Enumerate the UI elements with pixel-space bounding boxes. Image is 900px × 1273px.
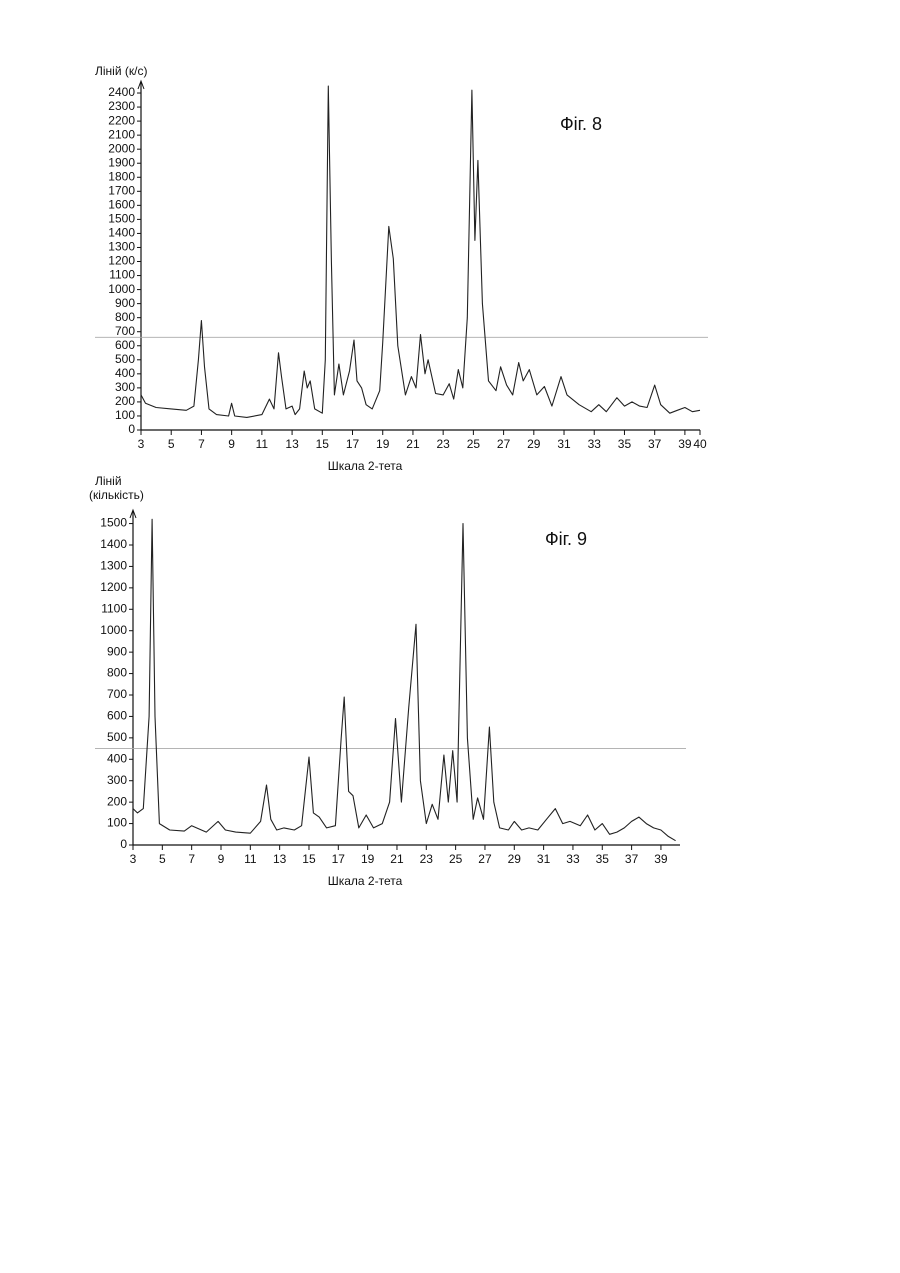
y-tick-label: 200 <box>115 394 135 408</box>
x-tick-label: 13 <box>285 437 299 451</box>
y-tick-label: 800 <box>115 310 135 324</box>
y-tick-label: 1300 <box>108 240 135 254</box>
x-tick-label: 39 <box>678 437 692 451</box>
y-tick-label: 700 <box>107 687 127 701</box>
x-tick-label: 31 <box>557 437 571 451</box>
y-tick-label: 100 <box>115 408 135 422</box>
y-tick-label: 400 <box>115 366 135 380</box>
x-tick-label: 5 <box>159 852 166 866</box>
x-tick-label: 9 <box>228 437 235 451</box>
y-tick-label: 700 <box>115 324 135 338</box>
y-tick-label: 300 <box>115 380 135 394</box>
y-tick-label: 1300 <box>100 559 127 573</box>
x-tick-label: 11 <box>244 852 257 866</box>
x-tick-label: 15 <box>316 437 330 451</box>
y-tick-label: 1900 <box>108 155 135 169</box>
x-tick-label: 39 <box>654 852 668 866</box>
y-tick-label: 0 <box>128 422 135 436</box>
y-tick-label: 900 <box>115 296 135 310</box>
page: Фіг. 8Ліній (к/с)Шкала 2-тета01002003004… <box>0 0 900 1273</box>
y-tick-label: 600 <box>115 338 135 352</box>
x-tick-label: 23 <box>420 852 434 866</box>
x-axis-label: Шкала 2-тета <box>328 874 403 888</box>
x-tick-label: 17 <box>332 852 346 866</box>
y-tick-label: 900 <box>107 644 127 658</box>
y-tick-label: 1500 <box>100 516 127 530</box>
x-tick-label: 19 <box>361 852 375 866</box>
y-tick-label: 1200 <box>100 580 127 594</box>
y-tick-label: 1700 <box>108 183 135 197</box>
x-tick-label: 37 <box>648 437 662 451</box>
y-axis-label: Ліній (к/с) <box>95 64 147 78</box>
x-tick-label: 3 <box>130 852 137 866</box>
y-tick-label: 300 <box>107 773 127 787</box>
x-tick-label: 11 <box>256 437 269 451</box>
x-tick-label: 15 <box>302 852 316 866</box>
x-tick-label: 23 <box>436 437 450 451</box>
y-tick-label: 1000 <box>108 282 135 296</box>
y-tick-label: 0 <box>120 837 127 851</box>
x-tick-label: 35 <box>618 437 632 451</box>
y-tick-label: 200 <box>107 794 127 808</box>
x-tick-label: 40 <box>693 437 707 451</box>
y-tick-label: 2400 <box>108 85 135 99</box>
x-tick-label: 3 <box>138 437 145 451</box>
x-tick-label: 33 <box>588 437 602 451</box>
y-tick-label: 1500 <box>108 212 135 226</box>
pattern-line <box>133 519 676 840</box>
y-tick-label: 500 <box>115 352 135 366</box>
x-tick-label: 37 <box>625 852 639 866</box>
x-tick-label: 17 <box>346 437 360 451</box>
x-tick-label: 35 <box>596 852 610 866</box>
x-tick-label: 27 <box>478 852 492 866</box>
y-tick-label: 1000 <box>100 623 127 637</box>
x-tick-label: 5 <box>168 437 175 451</box>
x-tick-label: 27 <box>497 437 511 451</box>
x-tick-label: 21 <box>390 852 404 866</box>
y-tick-label: 2100 <box>108 127 135 141</box>
chart-title: Фіг. 8 <box>560 114 602 134</box>
y-tick-label: 2200 <box>108 113 135 127</box>
x-tick-label: 33 <box>566 852 580 866</box>
y-tick-label: 2300 <box>108 99 135 113</box>
y-tick-label: 1100 <box>109 268 135 282</box>
y-axis-label: Ліній <box>95 474 122 488</box>
y-tick-label: 2000 <box>108 141 135 155</box>
x-tick-label: 29 <box>508 852 522 866</box>
y-tick-label: 1200 <box>108 254 135 268</box>
y-tick-label: 800 <box>107 666 127 680</box>
y-tick-label: 1400 <box>108 226 135 240</box>
x-axis-label: Шкала 2-тета <box>328 459 403 473</box>
x-tick-label: 29 <box>527 437 541 451</box>
x-tick-label: 13 <box>273 852 287 866</box>
y-tick-label: 400 <box>107 751 127 765</box>
x-tick-label: 25 <box>467 437 481 451</box>
x-tick-label: 31 <box>537 852 551 866</box>
x-tick-label: 21 <box>406 437 420 451</box>
y-tick-label: 500 <box>107 730 127 744</box>
x-tick-label: 7 <box>198 437 205 451</box>
pattern-line <box>141 86 700 417</box>
y-tick-label: 600 <box>107 709 127 723</box>
x-tick-label: 19 <box>376 437 390 451</box>
y-tick-label: 1400 <box>100 537 127 551</box>
y-axis-label: (кількість) <box>89 488 144 502</box>
y-tick-label: 1800 <box>108 169 135 183</box>
y-tick-label: 1100 <box>101 601 127 615</box>
y-tick-label: 1600 <box>108 198 135 212</box>
x-tick-label: 25 <box>449 852 463 866</box>
y-tick-label: 100 <box>107 816 127 830</box>
chart-title: Фіг. 9 <box>545 529 587 549</box>
x-tick-label: 9 <box>218 852 225 866</box>
x-tick-label: 7 <box>188 852 195 866</box>
